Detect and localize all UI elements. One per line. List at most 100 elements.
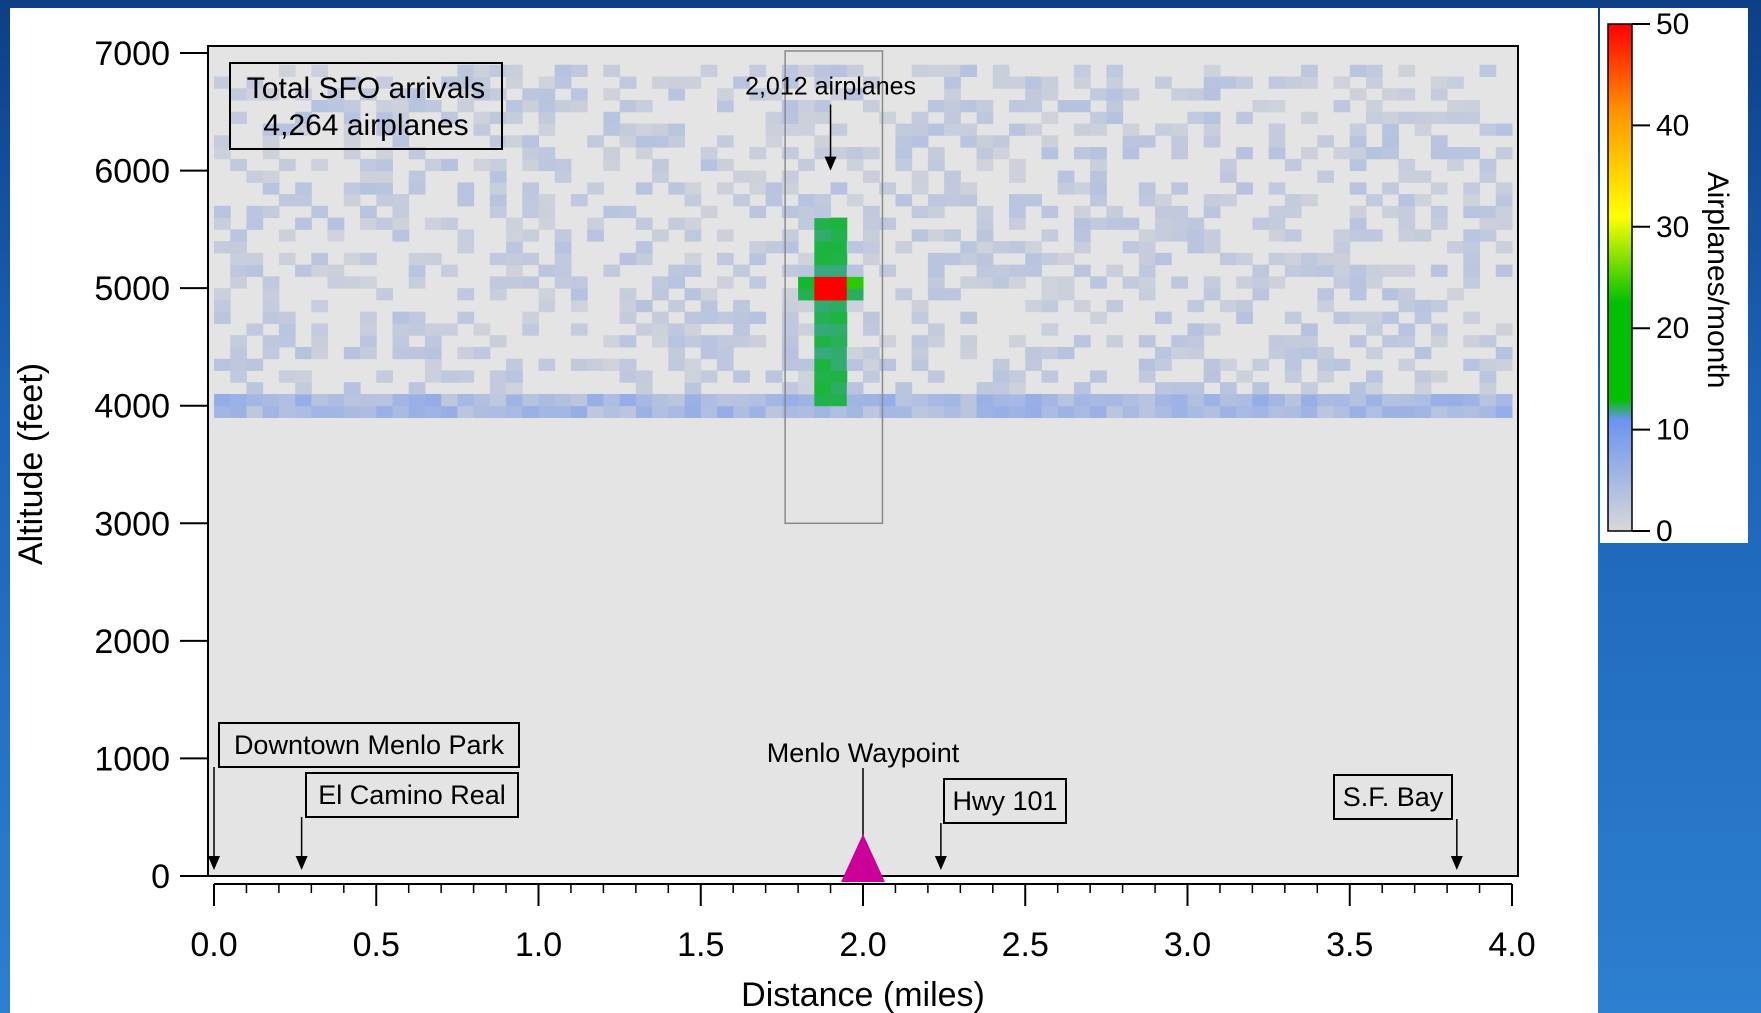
heatmap-cell: [1009, 241, 1026, 254]
heatmap-cell: [1349, 276, 1367, 289]
heatmap-cell: [408, 405, 426, 418]
x-axis-label: Distance (miles): [741, 976, 985, 1013]
heatmap-cell: [1398, 64, 1416, 78]
waypoint-triangle-marker: [841, 834, 885, 882]
heatmap-cell: [684, 335, 702, 348]
heatmap-cell: [343, 76, 361, 89]
heatmap-cell: [506, 100, 523, 113]
heatmap-cell: [992, 405, 1010, 418]
heatmap-cell: [684, 393, 702, 407]
heatmap-cell: [1009, 158, 1026, 172]
heatmap-cell: [603, 158, 621, 172]
heatmap-cell: [684, 76, 702, 89]
heatmap-cell: [668, 405, 686, 418]
heatmap-cell: [700, 158, 718, 172]
heatmap-cell: [879, 217, 896, 230]
heatmap-cell: [554, 229, 572, 242]
heatmap-cell: [911, 205, 929, 219]
heatmap-cell: [1463, 264, 1481, 277]
heatmap-cell: [1463, 276, 1481, 289]
heatmap-cell: [879, 111, 896, 125]
heatmap-cell: [1349, 393, 1367, 407]
y-axis: 0 1000 2000 3000 4000 5000 6000 7000: [94, 35, 209, 896]
colorbar-ticks: 0 10 20 30 40 50: [1632, 8, 1689, 548]
heatmap-cell: [278, 393, 296, 407]
heatmap-cell: [392, 217, 410, 230]
heatmap-cell: [684, 405, 702, 418]
heatmap-cell: [830, 382, 848, 395]
heatmap-cell: [538, 100, 556, 113]
heatmap-cell: [1106, 299, 1124, 313]
heatmap-cell: [781, 288, 799, 301]
heatmap-cell: [360, 252, 377, 266]
heatmap-cell: [1203, 76, 1221, 89]
heatmap-cell: [343, 135, 361, 148]
heatmap-cell: [570, 299, 588, 313]
heatmap-cell: [230, 276, 247, 289]
heatmap-cell: [781, 205, 799, 219]
heatmap-cell: [668, 88, 686, 101]
heatmap-cell: [1333, 393, 1351, 407]
heatmap-cell: [1430, 147, 1448, 160]
heatmap-cell: [408, 382, 426, 395]
heatmap-cell: [716, 88, 734, 101]
heatmap-cell: [522, 323, 539, 336]
heatmap-cell: [522, 158, 539, 172]
heatmap-cell: [1171, 346, 1188, 360]
heatmap-cell: [230, 335, 247, 348]
heatmap-cell: [408, 88, 426, 101]
heatmap-cell: [522, 393, 539, 407]
heatmap-cell: [1414, 229, 1432, 242]
heatmap-cell: [1398, 358, 1416, 371]
heatmap-cell: [1203, 229, 1221, 242]
heatmap-cell: [781, 229, 799, 242]
heatmap-cell: [1073, 393, 1091, 407]
heatmap-cell: [716, 182, 734, 195]
heatmap-cell: [1138, 229, 1156, 242]
heatmap-cell: [360, 405, 377, 418]
heatmap-cell: [976, 229, 994, 242]
heatmap-cell: [976, 100, 994, 113]
heatmap-cell: [246, 393, 264, 407]
heatmap-cell: [1495, 123, 1513, 136]
heatmap-cell: [1122, 276, 1140, 289]
heatmap-cell: [1171, 405, 1188, 418]
heatmap-cell: [684, 194, 702, 207]
heatmap-cell: [603, 393, 621, 407]
heatmap-cell: [1106, 217, 1124, 230]
heatmap-cell: [846, 64, 864, 78]
heatmap-cell: [1414, 299, 1432, 313]
heatmap-cell: [944, 194, 961, 207]
heatmap-cell: [652, 288, 669, 301]
heatmap-cell: [749, 311, 767, 324]
heatmap-cell: [619, 370, 637, 383]
heatmap-cell: [1284, 405, 1302, 418]
heatmap-cell: [927, 370, 945, 383]
heatmap-cell: [668, 358, 686, 371]
heatmap-cell: [522, 229, 539, 242]
heatmap-cell: [830, 311, 848, 324]
heatmap-cell: [1009, 335, 1026, 348]
heatmap-cell: [846, 405, 864, 418]
heatmap-cell: [554, 264, 572, 277]
heatmap-cell: [457, 346, 475, 360]
heatmap-cell: [1349, 288, 1367, 301]
heatmap-cell: [392, 100, 410, 113]
heatmap-cell: [830, 323, 848, 336]
heatmap-cell: [1138, 370, 1156, 383]
heatmap-cell: [960, 276, 978, 289]
heatmap-cell: [976, 205, 994, 219]
heatmap-cell: [1495, 194, 1513, 207]
heatmap-cell: [619, 311, 637, 324]
heatmap-cell: [1171, 205, 1188, 219]
heatmap-cell: [1025, 88, 1042, 101]
heatmap-cell: [1138, 135, 1156, 148]
heatmap-cell: [1219, 299, 1237, 313]
heatmap-cell: [1463, 205, 1481, 219]
heatmap-cell: [424, 370, 442, 383]
heatmap-cell: [1236, 276, 1253, 289]
heatmap-cell: [846, 358, 864, 371]
heatmap-cell: [1041, 370, 1059, 383]
heatmap-cell: [262, 288, 280, 301]
